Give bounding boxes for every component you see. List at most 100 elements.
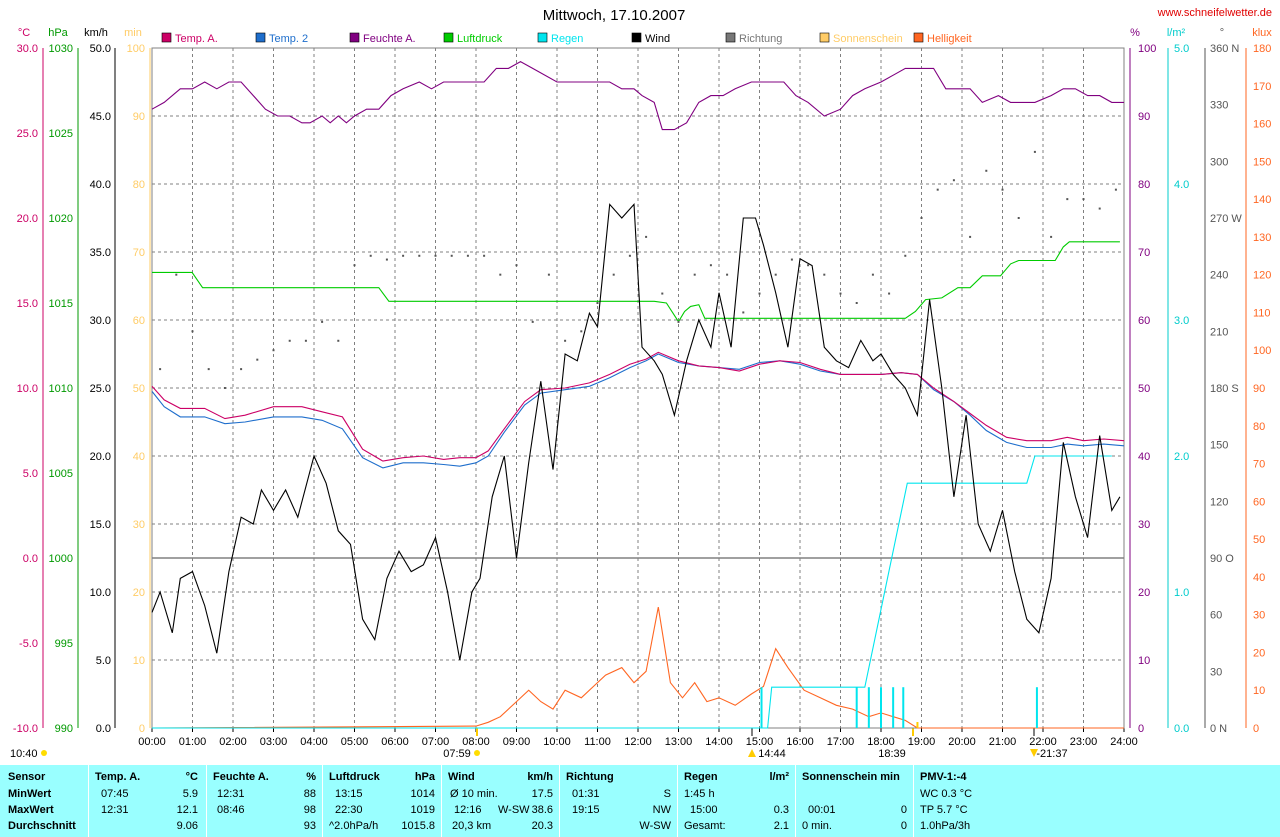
wind-header: Wind — [448, 771, 475, 783]
direction-dot — [418, 254, 421, 257]
direction-dot — [466, 254, 469, 257]
direction-tick-label: 0 N — [1210, 723, 1227, 735]
sun-icon — [41, 750, 47, 756]
pmv-trend: 1.0hPa/3h — [920, 820, 971, 832]
legend-swatch — [725, 32, 736, 43]
direction-dot — [1001, 188, 1004, 191]
pmv-windchill: WC 0.3 °C — [920, 788, 973, 800]
axes-layer: 00:00 01:00 02:00 03:00 04:00 05:00 06:00 07:00… — [10, 27, 1272, 760]
stats-col-pmv: PMV-1:-4 WC 0.3 °C TP 5.7 °C 1.0hPa/3h — [914, 765, 1279, 837]
x-tick-label: 09:00 — [503, 736, 531, 748]
rain-tick-label: 5.0 — [1174, 43, 1189, 55]
direction-dot — [321, 320, 324, 323]
x-tick-label: 08:00 — [462, 736, 490, 748]
temp-tick-label: 10.0 — [17, 383, 38, 395]
row-label-min: MinWert — [8, 788, 52, 800]
brightness-tick-label: 20 — [1253, 647, 1265, 659]
direction-dot — [515, 264, 518, 267]
temp-tick-label: -5.0 — [19, 638, 38, 650]
direction-dot — [871, 273, 874, 276]
regen-unit: l/m² — [769, 771, 789, 783]
direction-dot — [547, 273, 550, 276]
x-tick-label: 15:00 — [746, 736, 774, 748]
rain-axis-unit: l/m² — [1167, 27, 1186, 39]
direction-dot — [385, 258, 388, 261]
legend-layer: Temp. A. Temp. 2 Feuchte A. Luftdruck Regen W… — [161, 32, 972, 45]
temp-tick-label: 0.0 — [23, 553, 38, 565]
direction-dot — [175, 273, 178, 276]
temp-avg: 9.06 — [176, 820, 198, 832]
temp-tick-label: 25.0 — [17, 128, 38, 140]
x-tick-label: 14:00 — [705, 736, 733, 748]
direction-tick-label: 240 — [1210, 270, 1228, 282]
direction-dot — [855, 302, 858, 304]
luftdruck-header: Luftdruck — [329, 771, 380, 783]
luftdruck-trend: ^2.0hPa/h — [329, 820, 379, 832]
wind-avg10-label: Ø 10 min. — [450, 788, 498, 800]
series-temp-2 — [151, 353, 1125, 469]
direction-tick-label: 60 — [1210, 610, 1222, 622]
humidity-tick-label: 40 — [1138, 451, 1150, 463]
humidity-tick-label: 100 — [1138, 43, 1156, 55]
rain-tick-label: 1.0 — [1174, 587, 1189, 599]
luftdruck-min-time: 13:15 — [335, 788, 363, 800]
brightness-axis-unit: klux — [1252, 27, 1272, 39]
direction-dot — [952, 179, 955, 182]
direction-dot — [1017, 217, 1020, 219]
humidity-tick-label: 0 — [1138, 723, 1144, 735]
pressure-tick-label: 1000 — [49, 553, 73, 565]
series-wind — [151, 203, 1121, 661]
sun-tick-label: 70 — [133, 247, 145, 259]
direction-tick-label: 150 — [1210, 440, 1228, 452]
sonne-max: 0 — [900, 804, 907, 816]
feuchte-header: Feuchte A. — [213, 771, 269, 783]
richtung-min-time: 01:31 — [572, 788, 600, 800]
sonne-total: 0 — [900, 820, 907, 832]
direction-tick-label: 330 — [1210, 100, 1228, 112]
stats-col-luftdruck: Luftdruck hPa 13:15 1014 22:30 1019 ^2.0… — [323, 765, 442, 837]
direction-dot — [904, 254, 907, 257]
direction-dot — [1033, 150, 1036, 153]
sun-tick-label: 20 — [133, 587, 145, 599]
direction-dot — [240, 368, 243, 371]
direction-dot — [1066, 198, 1069, 201]
direction-dot — [402, 254, 405, 257]
site-label[interactable]: www.schneifelwetter.de — [1157, 7, 1272, 19]
x-tick-label: 00:00 — [138, 736, 166, 748]
direction-dot — [661, 292, 664, 295]
legend-label: Helligkeit — [927, 33, 972, 45]
direction-dot — [612, 273, 615, 276]
direction-dot — [223, 387, 226, 389]
luftdruck-avg: 1015.8 — [401, 820, 435, 832]
x-tick-label: 24:00 — [1110, 736, 1138, 748]
chart-title: Mittwoch, 17.10.2007 — [543, 7, 686, 24]
temp-header: Temp. A. — [95, 771, 141, 783]
direction-dot — [596, 302, 599, 304]
brightness-tick-label: 50 — [1253, 534, 1265, 546]
sun-tick-label: 50 — [133, 383, 145, 395]
sensor-header: Sensor — [8, 771, 46, 783]
wind-max-dir: W-SW — [498, 804, 530, 816]
pressure-axis-unit: hPa — [48, 27, 68, 39]
stats-col-wind: Wind km/h Ø 10 min. 17.5 12:16 W-SW 38.6… — [442, 765, 560, 837]
wind-axis-unit: km/h — [84, 27, 108, 39]
legend-swatch — [819, 32, 830, 43]
brightness-tick-label: 120 — [1253, 270, 1271, 282]
direction-dot — [159, 368, 162, 371]
legend-swatch — [537, 32, 548, 43]
direction-axis-unit: ° — [1220, 27, 1224, 39]
direction-dot — [304, 339, 307, 342]
direction-dot — [920, 217, 923, 219]
pressure-tick-label: 1005 — [49, 468, 73, 480]
start-time-label: 10:40 — [10, 748, 38, 760]
direction-dot — [807, 264, 810, 267]
regen-total-label: Gesamt: — [684, 820, 726, 832]
sonne-total-label: 0 min. — [802, 820, 832, 832]
moonset-icon — [1030, 749, 1038, 757]
brightness-tick-label: 150 — [1253, 156, 1271, 168]
series-regen — [152, 455, 1112, 729]
pressure-tick-label: 1025 — [49, 128, 73, 140]
sun-tick-label: 0 — [139, 723, 145, 735]
wind-tick-label: 45.0 — [90, 111, 111, 123]
luftdruck-unit: hPa — [414, 771, 435, 783]
